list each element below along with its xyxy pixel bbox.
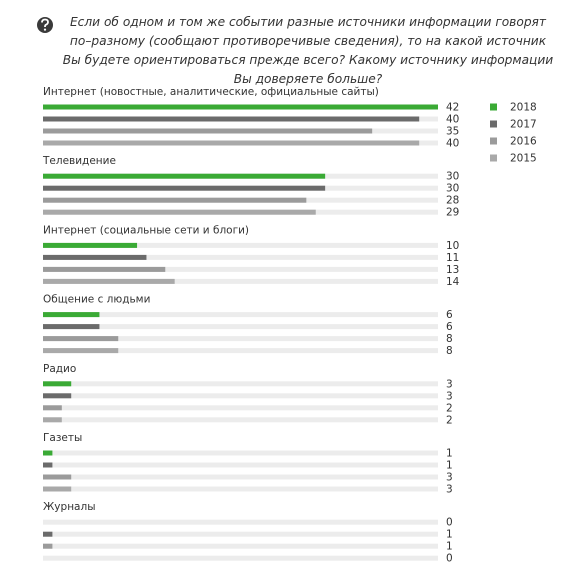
legend-swatch (490, 154, 497, 162)
bar-track (43, 381, 438, 387)
bar (43, 116, 420, 122)
category-label: Интернет (социальные сети и блоги) (43, 224, 249, 236)
value-label: 2 (446, 414, 453, 426)
bar (43, 173, 326, 179)
legend-label: 2016 (510, 136, 537, 148)
legend-swatch (490, 103, 497, 111)
bar (43, 417, 62, 423)
value-label: 30 (446, 171, 459, 183)
value-label: 3 (446, 390, 453, 402)
value-label: 0 (446, 517, 453, 529)
bar (43, 486, 72, 492)
bar (43, 336, 119, 342)
bar (43, 185, 326, 191)
bar (43, 450, 53, 456)
bar-track (43, 242, 438, 248)
bar (43, 531, 53, 537)
value-label: 28 (446, 195, 459, 207)
bar (43, 474, 72, 480)
value-label: 10 (446, 240, 459, 252)
bar-track (43, 254, 438, 260)
bar-track (43, 312, 438, 318)
bar-track (43, 278, 438, 284)
bar-track (43, 531, 438, 537)
bar-track (43, 462, 438, 468)
value-label: 11 (446, 252, 459, 264)
value-label: 35 (446, 126, 459, 138)
value-label: 3 (446, 378, 453, 390)
bar-track (43, 555, 438, 561)
bar (43, 242, 138, 248)
bar-track (43, 417, 438, 423)
value-label: 1 (446, 448, 453, 460)
bar-track (43, 266, 438, 272)
category-label: Телевидение (42, 155, 116, 167)
bar-track (43, 474, 438, 480)
value-label: 3 (446, 484, 453, 496)
chart-title: Если об одном и том же событии разные ис… (62, 15, 554, 86)
value-label: 0 (446, 553, 453, 565)
value-label: 1 (446, 529, 453, 541)
value-label: 29 (446, 207, 459, 219)
bar-track (43, 450, 438, 456)
legend-swatch (490, 137, 497, 145)
bar (43, 278, 175, 284)
bar-track (43, 405, 438, 411)
value-label: 8 (446, 333, 453, 345)
value-label: 42 (446, 102, 459, 114)
legend-label: 2015 (510, 153, 537, 165)
bar-track (43, 543, 438, 549)
bar (43, 266, 166, 272)
bar-track (43, 519, 438, 525)
bar (43, 348, 119, 354)
bar (43, 128, 373, 134)
value-label: 40 (446, 138, 459, 150)
value-label: 2 (446, 402, 453, 414)
value-label: 1 (446, 460, 453, 472)
bar-track (43, 393, 438, 399)
question-icon (37, 17, 53, 33)
category-label: Общение с людьми (43, 294, 150, 306)
value-label: 13 (446, 264, 459, 276)
bar (43, 140, 420, 146)
bar (43, 405, 62, 411)
bar (43, 381, 72, 387)
bar (43, 462, 53, 468)
legend-label: 2018 (510, 102, 537, 114)
bar (43, 104, 438, 110)
value-label: 6 (446, 309, 453, 321)
legend-swatch (490, 120, 497, 128)
bar (43, 209, 316, 215)
bar (43, 197, 307, 203)
bar (43, 543, 53, 549)
bar-track (43, 486, 438, 492)
value-label: 40 (446, 114, 459, 126)
category-label: Журналы (43, 501, 96, 513)
value-label: 1 (446, 541, 453, 553)
value-label: 3 (446, 472, 453, 484)
category-label: Газеты (43, 432, 82, 444)
category-label: Интернет (новостные, аналитические, офиц… (43, 86, 379, 98)
bar-track (43, 336, 438, 342)
legend-label: 2017 (510, 119, 537, 131)
value-label: 30 (446, 183, 459, 195)
bar-track (43, 348, 438, 354)
bar (43, 312, 100, 318)
bar (43, 254, 147, 260)
bar (43, 324, 100, 330)
bar (43, 393, 72, 399)
value-label: 8 (446, 345, 453, 357)
bar-track (43, 324, 438, 330)
value-label: 14 (446, 276, 460, 288)
value-label: 6 (446, 321, 453, 333)
category-label: Радио (43, 363, 76, 375)
